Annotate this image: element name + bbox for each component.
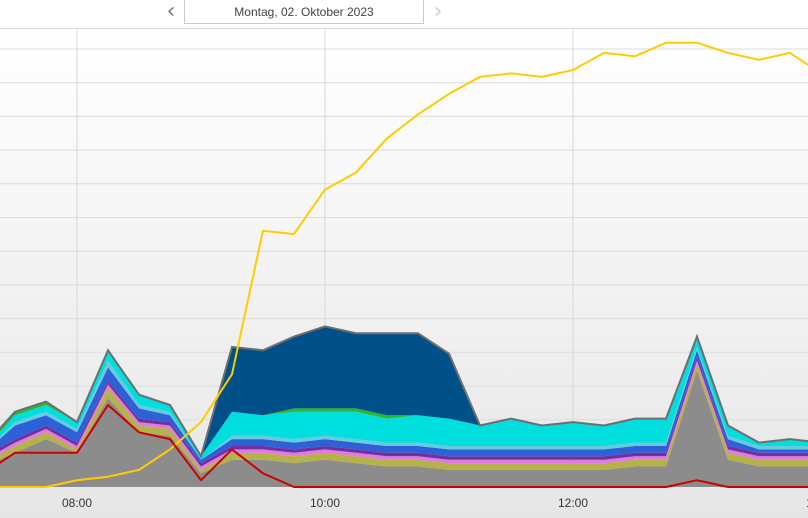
- x-tick-label: 08:00: [62, 496, 92, 510]
- chevron-right-icon[interactable]: ›: [433, 0, 443, 24]
- date-label: Montag, 02. Oktober 2023: [234, 4, 374, 19]
- date-navigation-bar: ‹ Montag, 02. Oktober 2023 ›: [0, 0, 808, 29]
- stack-outline: [0, 325, 808, 459]
- line-series-2: [0, 404, 808, 488]
- x-tick-label: 12:00: [558, 496, 588, 510]
- stacked-area-series-7: [0, 336, 808, 460]
- chevron-left-icon[interactable]: ‹: [166, 0, 176, 24]
- date-picker[interactable]: Montag, 02. Oktober 2023: [184, 0, 424, 24]
- stacked-area-series-9: [0, 326, 808, 457]
- stacked-area-series-1: [0, 370, 808, 487]
- x-tick-label: 10:00: [310, 496, 340, 510]
- line-series-1: [0, 41, 808, 488]
- x-tick-label: 14:00: [806, 496, 808, 510]
